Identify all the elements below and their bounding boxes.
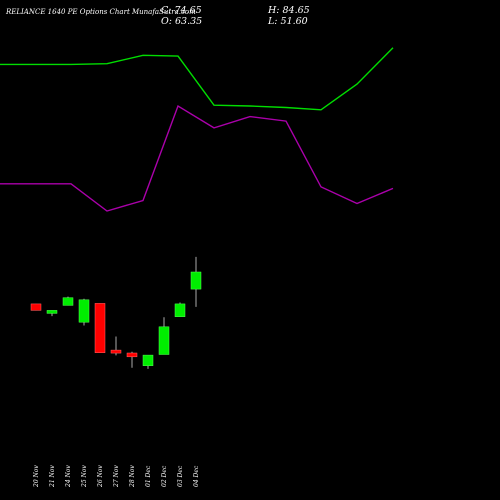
candle-body [94, 303, 106, 353]
candle-6 [126, 351, 138, 368]
x-tick-label: 21 Nov [49, 465, 56, 488]
candle-0 [30, 303, 42, 311]
x-tick-label: 20 Nov [33, 465, 40, 488]
candle-body [158, 326, 170, 355]
candle-body [142, 354, 154, 366]
candle-body [30, 303, 42, 311]
x-tick-label: 02 Dec [161, 465, 168, 487]
candle-9 [174, 302, 186, 317]
low-value: L: 51.60 [268, 16, 308, 27]
candle-body [174, 303, 186, 317]
candle-3 [78, 298, 90, 326]
open-value: O: 63.35 [161, 16, 203, 27]
candle-7 [142, 354, 154, 369]
close-value: C: 74.65 [161, 5, 202, 16]
x-tick-label: 27 Nov [113, 465, 120, 488]
candle-10 [190, 256, 202, 307]
x-tick-label: 28 Nov [129, 465, 136, 488]
high-value: H: 84.65 [268, 5, 310, 16]
candle-body [126, 352, 138, 358]
candle-5 [110, 336, 122, 356]
candle-body [62, 297, 74, 306]
candle-body [78, 299, 90, 323]
x-tick-label: 03 Dec [177, 465, 184, 487]
x-tick-label: 24 Nov [65, 465, 72, 488]
upper-band-line [0, 47, 394, 111]
candle-4 [94, 303, 106, 353]
x-tick-label: 04 Dec [193, 465, 200, 487]
lower-band-line [0, 104, 394, 212]
x-tick-label: 26 Nov [97, 465, 104, 488]
candle-1 [46, 310, 58, 317]
chart-title: RELIANCE 1640 PE Options Chart MunafaSut… [6, 8, 196, 16]
x-tick-label: 01 Dec [145, 465, 152, 487]
candle-body [190, 271, 202, 290]
candle-8 [158, 317, 170, 355]
candle-2 [62, 296, 74, 306]
candle-body [46, 310, 58, 314]
x-tick-label: 25 Nov [81, 465, 88, 488]
candle-body [110, 349, 122, 354]
